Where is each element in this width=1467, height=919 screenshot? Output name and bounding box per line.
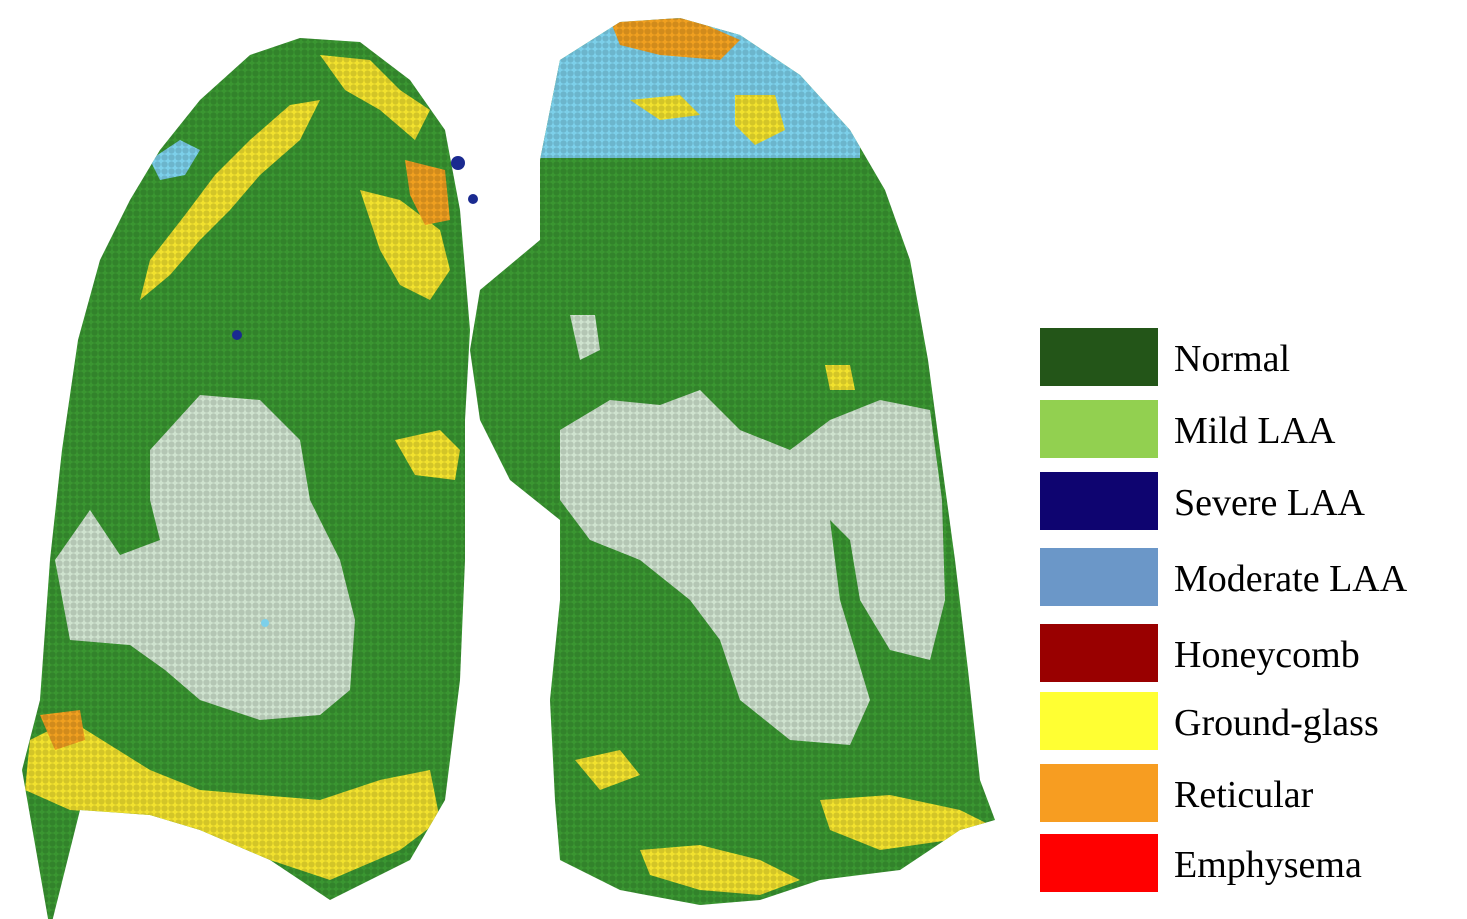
legend-item-moderate-laa: Moderate LAA <box>1030 548 1460 608</box>
legend-item-reticular: Reticular <box>1030 764 1460 824</box>
legend-label-normal: Normal <box>1174 338 1291 380</box>
legend-label-severe-laa: Severe LAA <box>1174 482 1365 524</box>
legend-swatch-severe-laa <box>1040 472 1158 530</box>
moderate-laa-dot <box>261 619 269 627</box>
legend-item-honeycomb: Honeycomb <box>1030 624 1460 684</box>
legend-swatch-normal <box>1040 328 1158 386</box>
legend-item-severe-laa: Severe LAA <box>1030 472 1460 532</box>
legend-item-normal: Normal <box>1030 328 1460 388</box>
left-lung <box>470 18 995 905</box>
legend-item-ground-glass: Ground-glass <box>1030 692 1460 752</box>
legend-swatch-mild-laa <box>1040 400 1158 458</box>
legend-label-honeycomb: Honeycomb <box>1174 634 1360 676</box>
legend-item-emphysema: Emphysema <box>1030 834 1460 894</box>
legend-swatch-moderate-laa <box>1040 548 1158 606</box>
severe-laa-dot <box>232 330 242 340</box>
legend-swatch-reticular <box>1040 764 1158 822</box>
legend-swatch-ground-glass <box>1040 692 1158 750</box>
severe-laa-dot <box>451 156 465 170</box>
severe-laa-dot <box>468 194 478 204</box>
right-lung <box>22 38 478 919</box>
legend-item-mild-laa: Mild LAA <box>1030 400 1460 460</box>
lung-voxel-rendering <box>22 18 995 919</box>
legend: Normal Mild LAA Severe LAA Moderate LAA … <box>1030 320 1460 900</box>
legend-swatch-emphysema <box>1040 834 1158 892</box>
legend-label-reticular: Reticular <box>1174 774 1314 816</box>
legend-label-ground-glass: Ground-glass <box>1174 702 1379 744</box>
legend-label-moderate-laa: Moderate LAA <box>1174 558 1408 600</box>
legend-label-mild-laa: Mild LAA <box>1174 410 1336 452</box>
legend-swatch-honeycomb <box>1040 624 1158 682</box>
legend-label-emphysema: Emphysema <box>1174 844 1362 886</box>
